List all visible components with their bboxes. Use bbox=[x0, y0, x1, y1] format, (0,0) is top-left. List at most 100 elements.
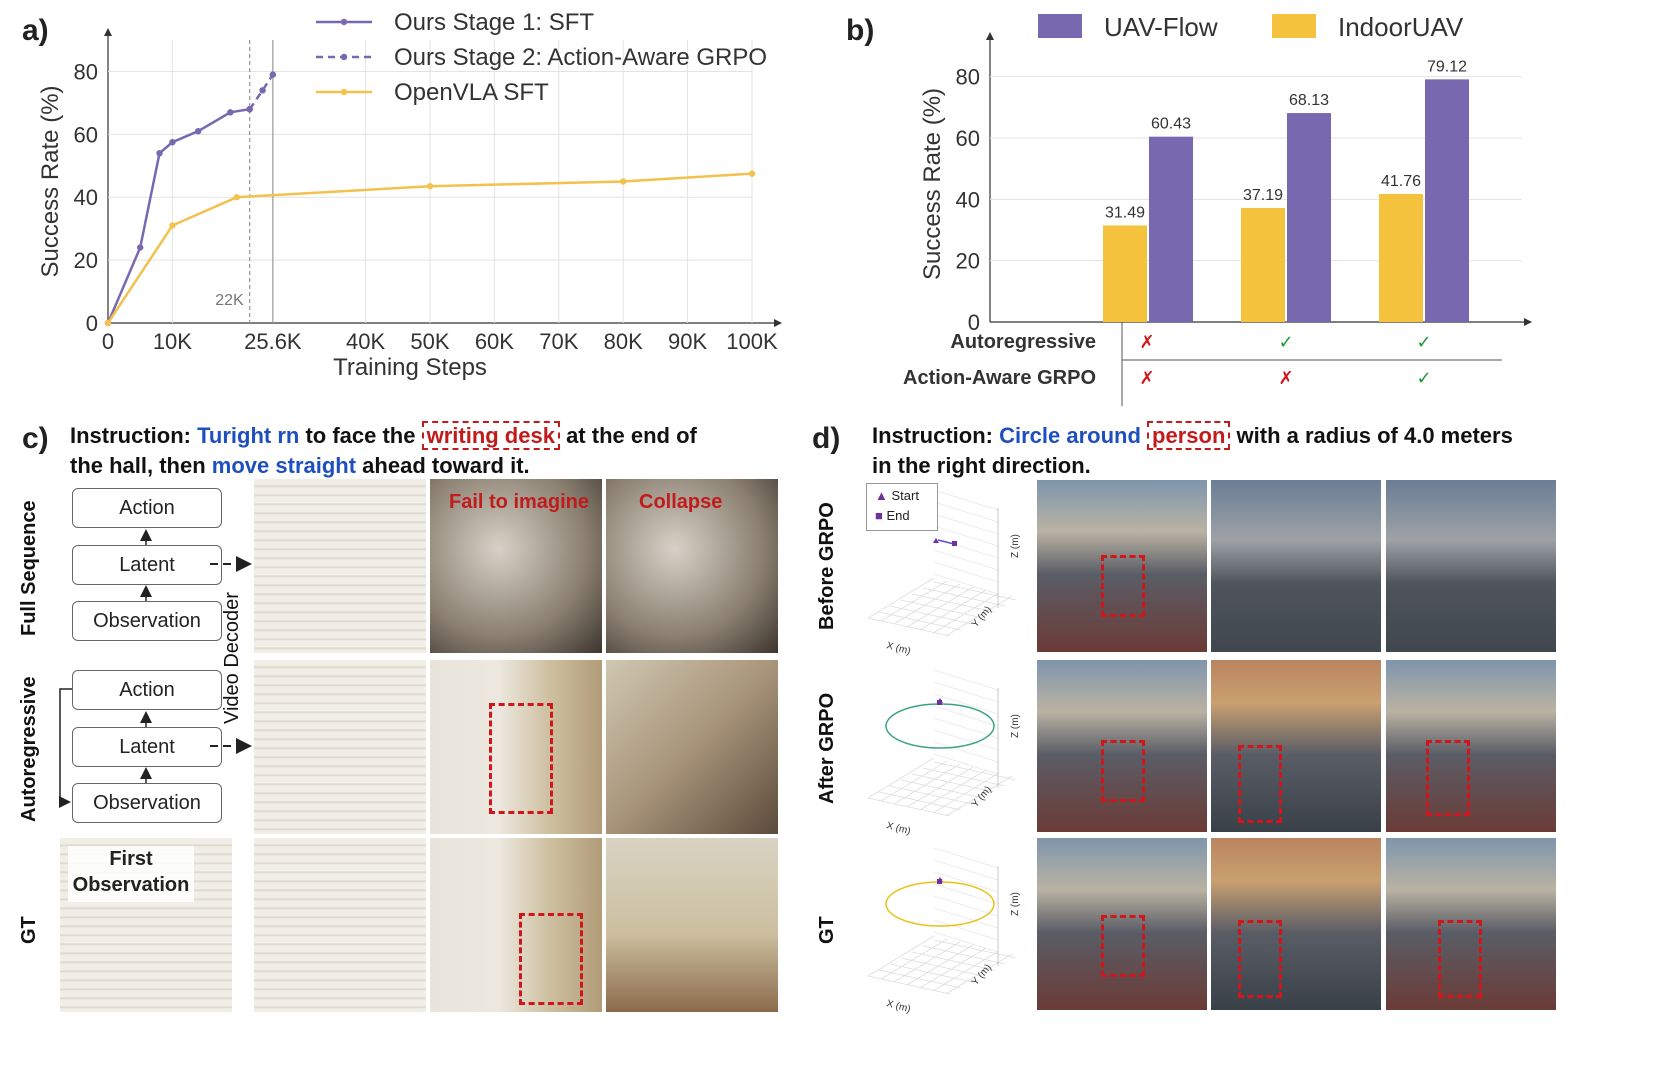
img-before-2 bbox=[1211, 480, 1381, 652]
table-mark: ✓ bbox=[1416, 332, 1431, 352]
img-before-1 bbox=[1037, 480, 1207, 652]
box-latent-full: Latent bbox=[72, 545, 222, 585]
x-tick-label: 90K bbox=[668, 329, 707, 354]
wall-grid-line bbox=[933, 919, 999, 941]
y-axis-arrow bbox=[986, 32, 994, 40]
img-full-2 bbox=[430, 479, 602, 653]
bar-uav-flow bbox=[1425, 79, 1469, 323]
wall-grid-line bbox=[933, 561, 999, 583]
table-row-label: Action-Aware GRPO bbox=[903, 367, 1096, 389]
x-tick-label: 100K bbox=[726, 329, 778, 354]
wall-grid-line bbox=[933, 513, 999, 535]
legend-label: OpenVLA SFT bbox=[394, 79, 549, 106]
z-axis-label: Z (m) bbox=[1010, 534, 1021, 558]
table-mark: ✗ bbox=[1139, 332, 1154, 352]
data-point bbox=[246, 105, 253, 113]
data-point bbox=[233, 194, 240, 201]
y-axis-label: Success Rate (%) bbox=[37, 85, 64, 277]
data-point bbox=[104, 319, 112, 327]
floor-grid-line bbox=[911, 593, 995, 613]
panel-b-label: b) bbox=[846, 14, 875, 47]
start-marker bbox=[937, 877, 943, 882]
data-point bbox=[169, 138, 176, 146]
floor-grid-line bbox=[867, 757, 935, 799]
x-tick-label: 10K bbox=[153, 329, 192, 354]
video-decoder-label: Video Decoder bbox=[221, 592, 243, 724]
y-tick-label: 20 bbox=[74, 248, 98, 273]
start-marker bbox=[937, 698, 943, 703]
floor-grid-line bbox=[900, 957, 984, 977]
data-point bbox=[620, 178, 627, 185]
start-marker bbox=[933, 538, 939, 543]
data-point bbox=[269, 71, 277, 78]
table-mark: ✓ bbox=[1278, 332, 1293, 352]
x-tick-label: 40K bbox=[346, 329, 385, 354]
floor-grid-line bbox=[933, 939, 1017, 959]
end-square-icon: ■ bbox=[875, 508, 883, 523]
annotation-22k: 22K bbox=[215, 292, 244, 309]
floor-grid-line bbox=[922, 945, 1006, 965]
floor-grid-line bbox=[945, 595, 1013, 637]
box-observation-auto: Observation bbox=[72, 783, 222, 823]
trajectory-path bbox=[885, 881, 995, 927]
bar-value-label: 37.19 bbox=[1243, 187, 1283, 204]
floor-grid-line bbox=[889, 963, 973, 983]
wall-grid-line bbox=[933, 847, 999, 869]
floor-grid-line bbox=[945, 775, 1013, 817]
x-tick-label: 80K bbox=[604, 329, 643, 354]
wall-grid-line bbox=[933, 573, 999, 595]
wall-grid-line bbox=[933, 669, 999, 691]
floor-grid-line bbox=[933, 581, 1017, 601]
legend-label: Ours Stage 1: SFT bbox=[394, 9, 594, 36]
floor-grid-line bbox=[932, 592, 1000, 634]
floor-grid-line bbox=[911, 773, 995, 793]
y-tick-label: 20 bbox=[956, 249, 980, 274]
floor-grid-line bbox=[945, 953, 1013, 995]
img-gt-3 bbox=[606, 838, 778, 1012]
z-axis-label: Z (m) bbox=[1010, 714, 1021, 738]
legend-marker bbox=[340, 53, 348, 61]
person-box-gt-1 bbox=[1101, 915, 1145, 977]
first-observation-label: First Observation bbox=[68, 846, 194, 902]
wall-grid-line bbox=[933, 741, 999, 763]
x-axis-label: X (m) bbox=[885, 640, 911, 657]
bar-value-label: 60.43 bbox=[1151, 116, 1191, 133]
x-axis-label: X (m) bbox=[885, 820, 911, 837]
row-label-full-sequence: Full Sequence bbox=[18, 500, 40, 636]
z-axis-label: Z (m) bbox=[1010, 892, 1021, 916]
x-tick-label: 0 bbox=[102, 329, 114, 354]
trajectory-path bbox=[885, 703, 995, 749]
floor-grid-line bbox=[880, 580, 948, 622]
floor-grid-line bbox=[878, 611, 962, 631]
data-point bbox=[137, 244, 144, 251]
floor-grid-line bbox=[893, 583, 961, 625]
img-gt-1 bbox=[254, 838, 426, 1012]
person-box-after-1 bbox=[1101, 740, 1145, 802]
wall-grid-line bbox=[933, 729, 999, 751]
panel-c-label: c) bbox=[22, 422, 49, 455]
series-line bbox=[106, 172, 753, 324]
target-person: person bbox=[1147, 421, 1231, 450]
wall-grid-line bbox=[933, 549, 999, 571]
row-label-after-grpo: After GRPO bbox=[816, 692, 838, 804]
annotation-fail-to-imagine: Fail to imagine bbox=[449, 491, 590, 513]
y-tick-label: 80 bbox=[956, 65, 980, 90]
y-tick-label: 0 bbox=[968, 310, 980, 335]
floor-grid-line bbox=[919, 589, 987, 631]
floor-grid-line bbox=[932, 950, 1000, 992]
wall-grid-line bbox=[933, 681, 999, 703]
annotation-collapse: Collapse bbox=[639, 491, 723, 513]
table-mark: ✗ bbox=[1278, 368, 1293, 388]
floor-grid-line bbox=[889, 605, 973, 625]
img-gt-2 bbox=[430, 838, 602, 1012]
trajectory-plots: X (m)Y (m)Z (m)X (m)Y (m)Z (m)X (m)Y (m)… bbox=[867, 489, 1021, 1015]
img-before-3 bbox=[1386, 480, 1556, 652]
img-full-1 bbox=[254, 479, 426, 653]
wall-grid-line bbox=[933, 705, 999, 727]
panel-d-label: d) bbox=[812, 422, 841, 455]
wall-grid-line bbox=[933, 489, 999, 511]
trajectory-plot-gt: X (m)Y (m)Z (m) bbox=[867, 847, 1021, 1015]
legend-label: UAV-Flow bbox=[1104, 12, 1218, 42]
wall-grid-line bbox=[933, 693, 999, 715]
trajectory-legend: ▲ Start ■ End bbox=[866, 483, 938, 531]
